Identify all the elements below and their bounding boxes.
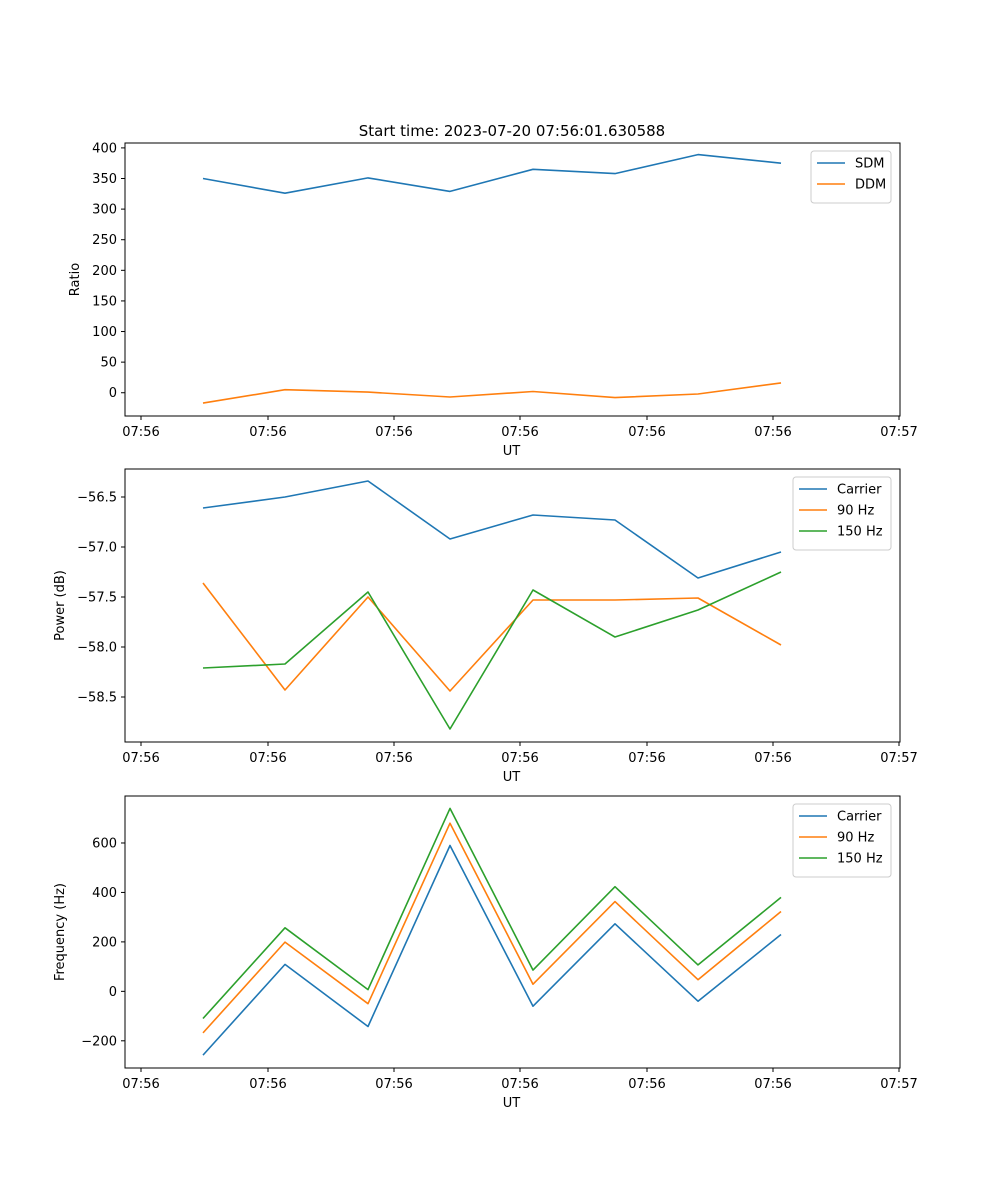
y-axis-label: Power (dB) (53, 570, 68, 641)
legend-box (810, 150, 892, 204)
x-tick-label: 07:56 (122, 1077, 159, 1092)
y-tick-label: 0 (109, 386, 117, 401)
plot-frame (124, 142, 901, 417)
x-tick-label: 07:56 (754, 1077, 791, 1092)
series-line-150-hz (202, 571, 782, 730)
x-tick-label: 07:56 (122, 751, 159, 766)
series-line-90-hz (202, 582, 782, 692)
legend-entry: 90 Hz (837, 831, 874, 846)
y-tick-label: 250 (92, 233, 117, 248)
y-tick-label: 0 (109, 985, 117, 1000)
plot-frame (124, 795, 901, 1069)
series-line-150-hz (202, 807, 782, 1020)
y-tick-label: 200 (92, 264, 117, 279)
x-axis-label: UT (503, 770, 521, 785)
y-axis-label: Ratio (68, 263, 83, 296)
y-tick-label: 600 (92, 836, 117, 851)
plot-frame (124, 468, 901, 743)
x-tick-label: 07:56 (628, 751, 665, 766)
legend-entry: 90 Hz (837, 504, 874, 519)
y-tick-label: 100 (92, 325, 117, 340)
series-line-carrier (202, 480, 782, 579)
legend-entry: 150 Hz (837, 525, 883, 540)
x-axis-label: UT (503, 444, 521, 459)
x-tick-label: 07:56 (249, 1077, 286, 1092)
series-line-90-hz (202, 822, 782, 1034)
x-tick-label: 07:57 (880, 425, 917, 440)
x-tick-label: 07:56 (375, 1077, 412, 1092)
y-tick-label: −200 (81, 1034, 117, 1049)
series-line-sdm (202, 153, 782, 194)
y-tick-label: 400 (92, 141, 117, 156)
series-line-carrier (202, 844, 782, 1056)
y-tick-label: −57.0 (77, 541, 117, 556)
legend-entry: 150 Hz (837, 852, 883, 867)
x-tick-label: 07:56 (754, 425, 791, 440)
x-tick-label: 07:56 (501, 1077, 538, 1092)
x-tick-label: 07:56 (628, 425, 665, 440)
y-tick-label: −58.0 (77, 641, 117, 656)
ratio-panel: 0 50 100 150 200 250 300 350 400 07:56 07:56 07:56 0… (68, 141, 918, 459)
x-axis-label: UT (503, 1096, 521, 1111)
y-tick-label: −56.5 (77, 491, 117, 506)
x-tick-label: 07:56 (249, 751, 286, 766)
series-line-ddm (202, 382, 782, 404)
chart-title: Start time: 2023-07-20 07:56:01.630588 (359, 122, 665, 140)
x-tick-label: 07:57 (880, 1077, 917, 1092)
legend-entry: SDM (855, 157, 884, 172)
legend-entry: DDM (855, 178, 886, 193)
x-tick-label: 07:57 (880, 751, 917, 766)
x-tick-label: 07:56 (375, 425, 412, 440)
x-tick-label: 07:56 (249, 425, 286, 440)
x-tick-label: 07:56 (754, 751, 791, 766)
x-tick-label: 07:56 (375, 751, 412, 766)
legend-entry: Carrier (837, 483, 882, 498)
x-tick-label: 07:56 (501, 751, 538, 766)
legend-entry: Carrier (837, 810, 882, 825)
y-tick-label: 350 (92, 172, 117, 187)
y-axis-label: Frequency (Hz) (53, 883, 68, 981)
y-tick-label: 150 (92, 294, 117, 309)
y-tick-label: 400 (92, 886, 117, 901)
y-tick-label: −57.5 (77, 591, 117, 606)
y-tick-label: 300 (92, 203, 117, 218)
x-tick-label: 07:56 (628, 1077, 665, 1092)
frequency-panel: −200 0 200 400 600 07:56 07:56 07:56 07:56 07:56 0… (53, 795, 918, 1111)
y-tick-label: 200 (92, 935, 117, 950)
x-tick-label: 07:56 (122, 425, 159, 440)
x-tick-label: 07:56 (501, 425, 538, 440)
y-tick-label: 50 (100, 356, 117, 371)
y-tick-label: −58.5 (77, 691, 117, 706)
power-panel: −58.5 −58.0 −57.5 −57.0 −56.5 07:56 07:56 07:56… (53, 468, 918, 785)
